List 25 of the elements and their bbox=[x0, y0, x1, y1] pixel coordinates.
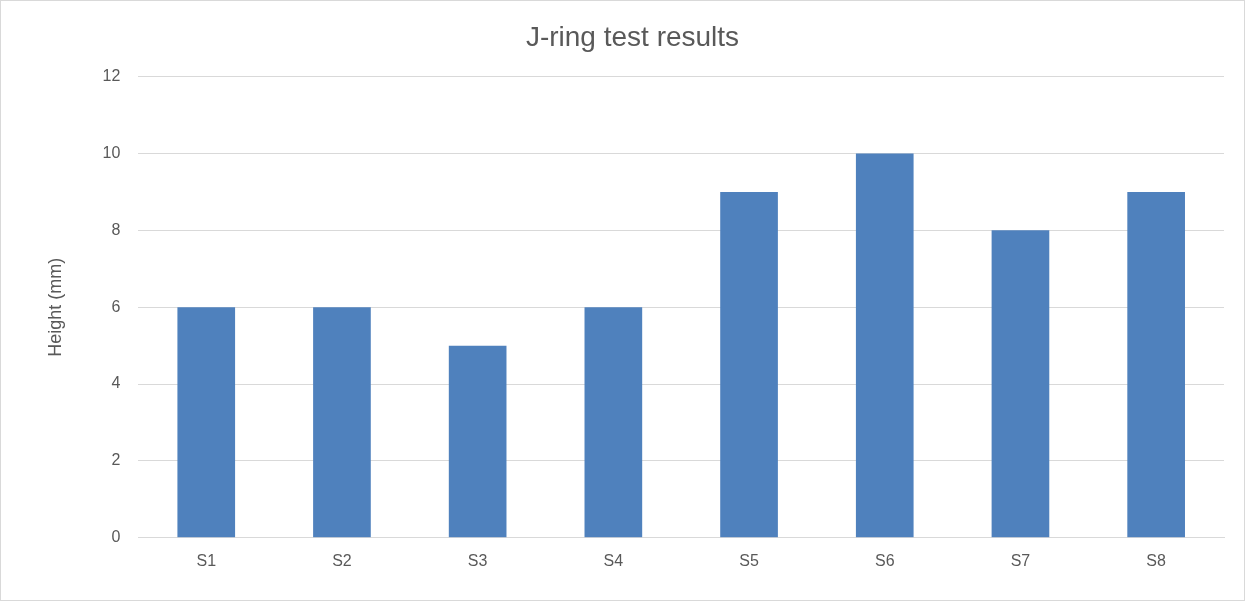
bar bbox=[855, 153, 914, 538]
x-tick-label: S6 bbox=[874, 551, 895, 569]
bar bbox=[584, 307, 643, 538]
bar bbox=[177, 307, 236, 538]
x-tick-label: S3 bbox=[467, 551, 488, 569]
bar bbox=[991, 230, 1050, 538]
y-tick-label: 4 bbox=[111, 374, 121, 392]
x-tick-label: S4 bbox=[603, 551, 624, 569]
bar bbox=[313, 307, 371, 538]
x-tick-label: S1 bbox=[196, 551, 217, 569]
x-tick-label: S7 bbox=[1010, 551, 1031, 569]
y-tick-label: 8 bbox=[111, 220, 121, 238]
chart-title: J-ring test results bbox=[525, 20, 740, 52]
x-tick-label: S5 bbox=[739, 551, 759, 569]
y-axis-title: Height (mm) bbox=[44, 257, 65, 357]
y-tick-label: 0 bbox=[111, 528, 121, 546]
bar bbox=[1127, 191, 1185, 538]
bar bbox=[448, 345, 507, 538]
y-tick-label: 2 bbox=[111, 451, 121, 469]
x-tick-label: S2 bbox=[332, 551, 352, 569]
y-tick-label: 10 bbox=[102, 143, 121, 161]
y-tick-label: 12 bbox=[102, 67, 121, 85]
x-tick-label: S8 bbox=[1146, 551, 1167, 569]
bar bbox=[720, 191, 778, 538]
y-tick-label: 6 bbox=[111, 297, 121, 315]
